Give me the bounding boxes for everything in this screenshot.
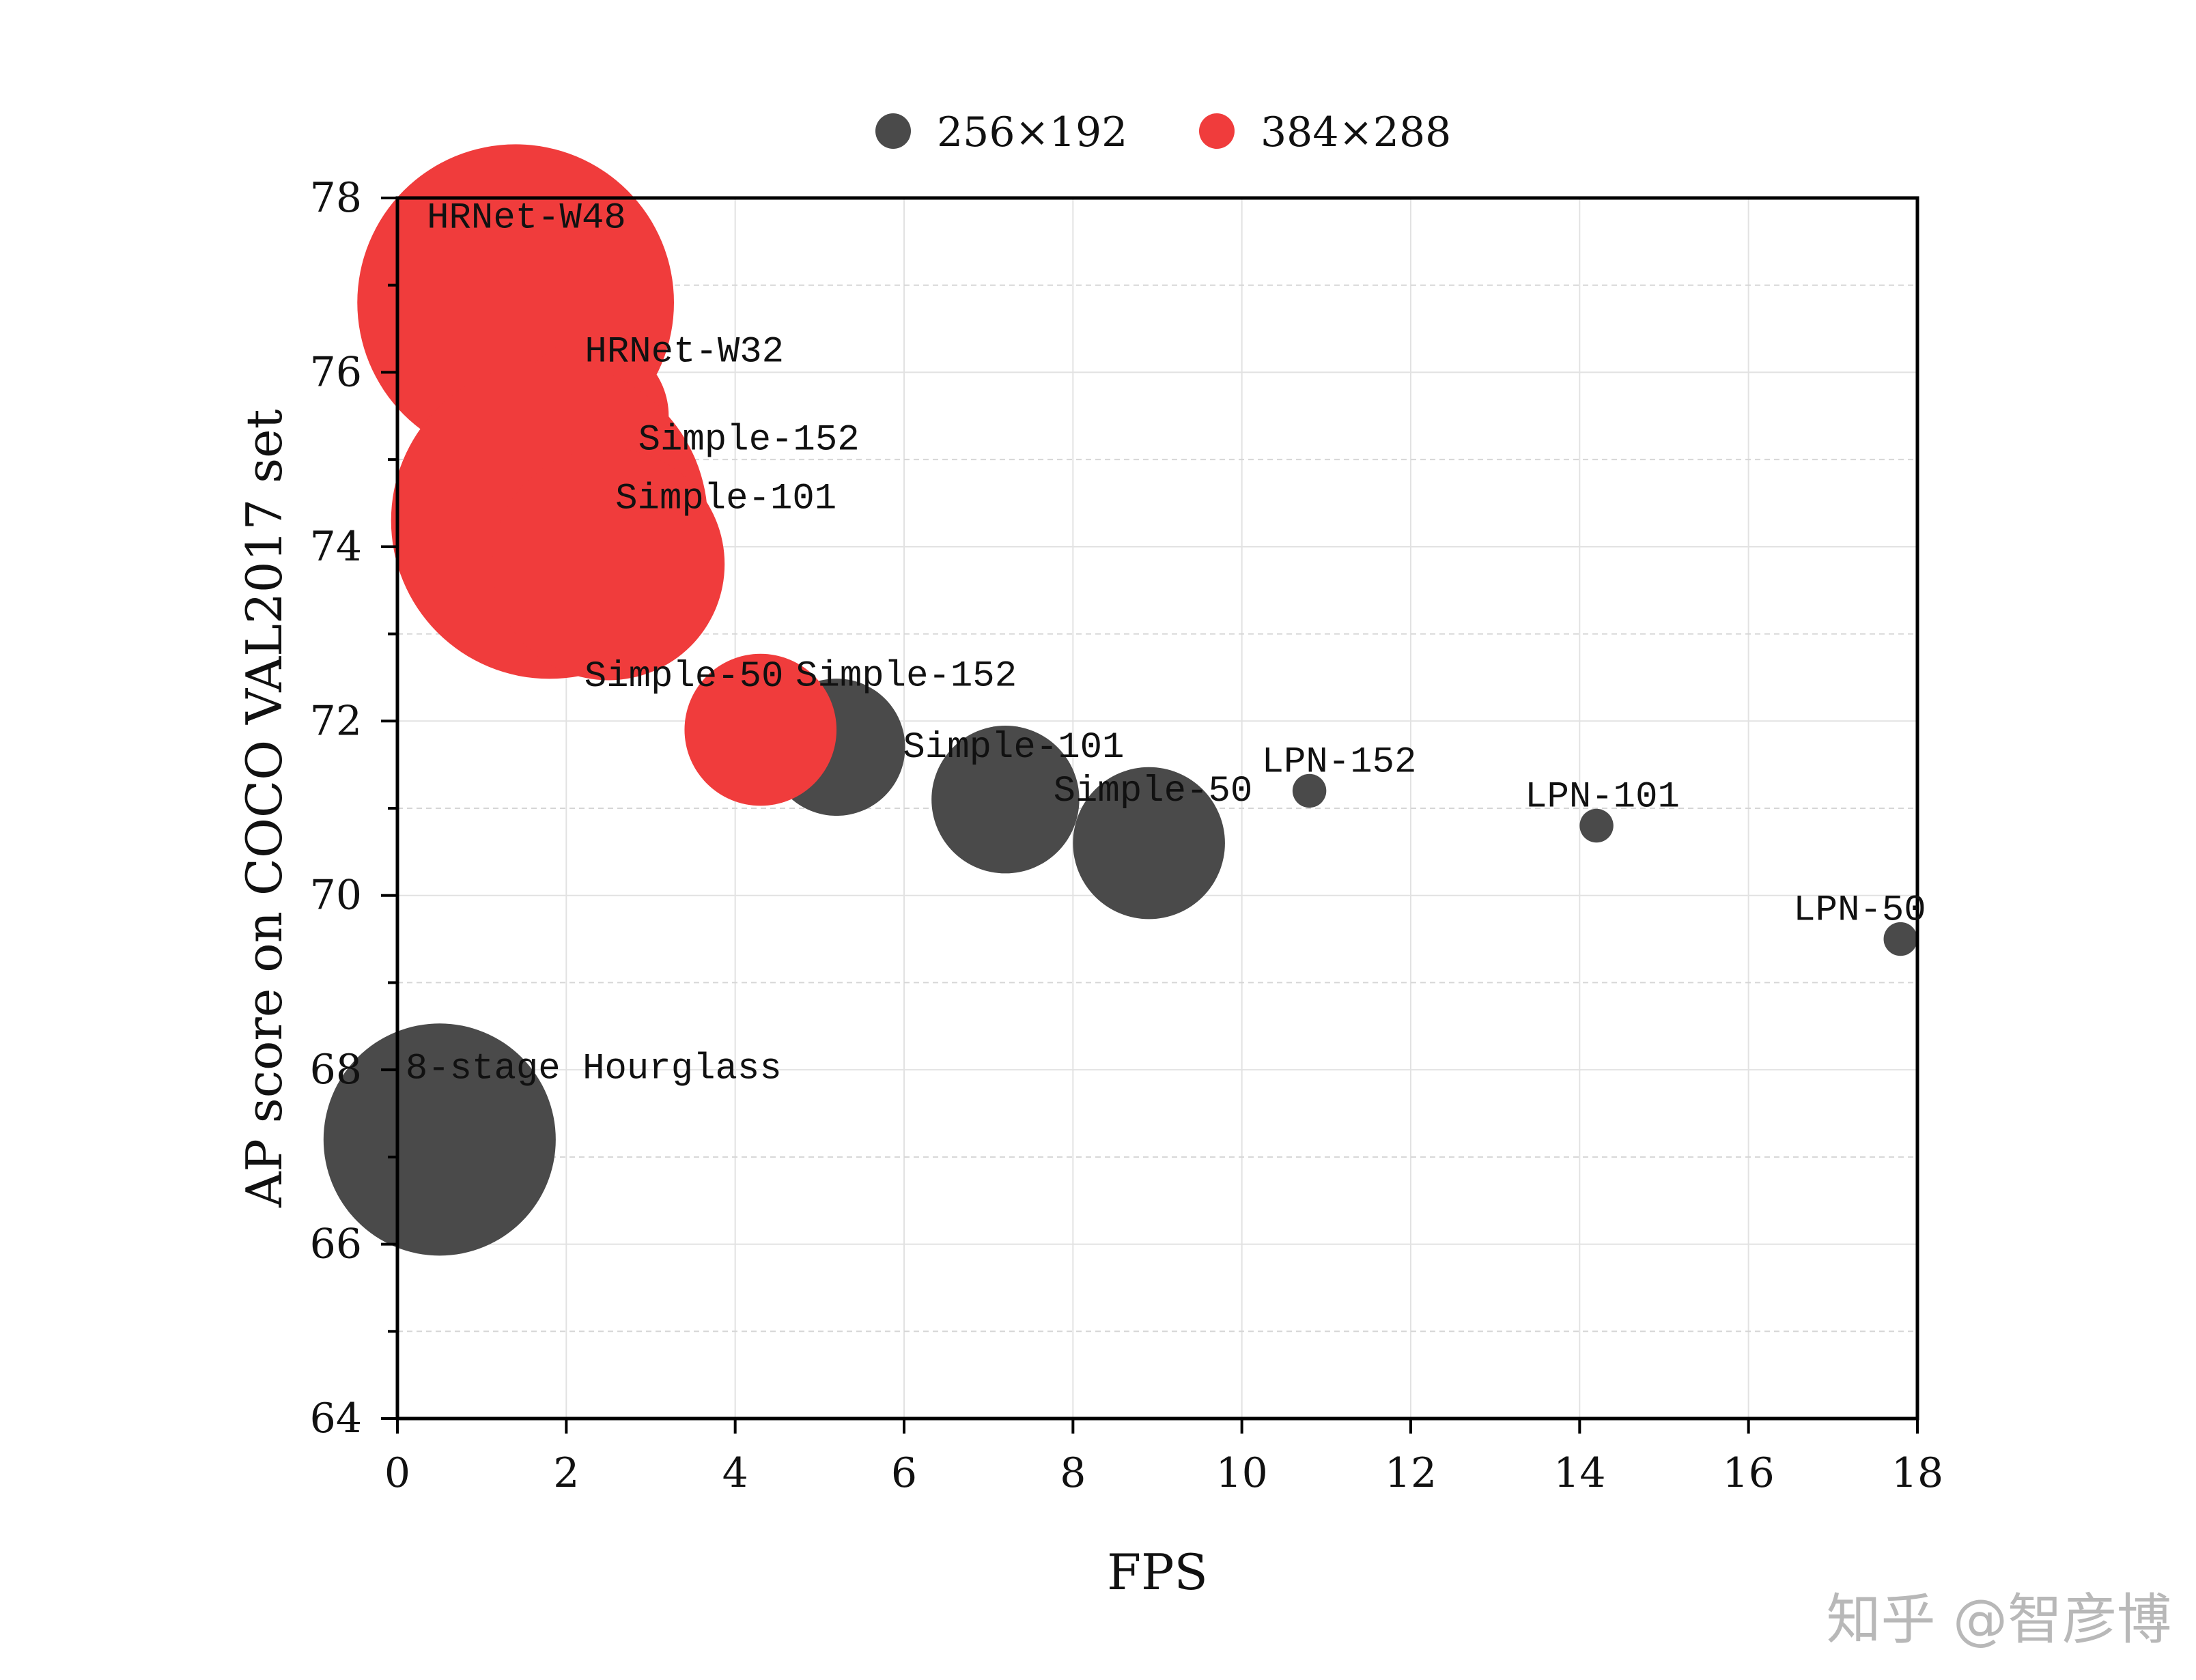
point-label: HRNet-W32 bbox=[585, 331, 784, 373]
x-tick-label: 4 bbox=[722, 1449, 748, 1497]
x-axis-title: FPS bbox=[1107, 1543, 1208, 1601]
point-label: Simple-101 bbox=[903, 727, 1124, 769]
bubble-simple-101 bbox=[492, 448, 725, 681]
point-label: Simple-101 bbox=[615, 478, 836, 519]
point-label: LPN-152 bbox=[1262, 741, 1417, 783]
x-tick-label: 18 bbox=[1891, 1449, 1943, 1497]
point-label: LPN-101 bbox=[1525, 777, 1680, 818]
x-tick-label: 12 bbox=[1385, 1449, 1437, 1497]
bubble-lpn-101 bbox=[1579, 808, 1614, 843]
bubble-simple-50 bbox=[1073, 767, 1225, 920]
x-tick-label: 14 bbox=[1553, 1449, 1605, 1497]
x-tick-label: 6 bbox=[891, 1449, 917, 1497]
y-tick-label: 66 bbox=[310, 1221, 362, 1268]
point-label: 8-stage Hourglass bbox=[406, 1048, 782, 1090]
x-tick-label: 2 bbox=[553, 1449, 579, 1497]
legend: 256×192 384×288 bbox=[875, 109, 1451, 156]
bubble-simple-50 bbox=[684, 653, 837, 806]
point-label: Simple-152 bbox=[796, 656, 1017, 698]
y-tick-label: 76 bbox=[310, 348, 362, 396]
bubble-lpn-152 bbox=[1292, 773, 1327, 808]
legend-marker bbox=[875, 113, 911, 149]
y-tick-label: 78 bbox=[310, 174, 362, 222]
point-label: LPN-50 bbox=[1793, 890, 1926, 932]
y-tick-label: 70 bbox=[310, 872, 362, 920]
y-tick-label: 74 bbox=[310, 523, 362, 571]
x-tick-label: 8 bbox=[1060, 1449, 1086, 1497]
point-label: Simple-50 bbox=[1054, 771, 1253, 812]
legend-marker bbox=[1199, 113, 1235, 149]
point-labels: 8-stage HourglassSimple-152Simple-101Sim… bbox=[406, 197, 1926, 1090]
y-tick-label: 72 bbox=[310, 697, 362, 745]
legend-label: 256×192 bbox=[937, 109, 1127, 156]
point-label: HRNet-W48 bbox=[427, 197, 626, 239]
watermark-text: 知乎 @智彦博 bbox=[1827, 1588, 2171, 1651]
y-tick-label: 68 bbox=[310, 1046, 362, 1094]
bubbles bbox=[323, 144, 1917, 1256]
point-label: Simple-50 bbox=[585, 656, 784, 698]
y-tick-label: 64 bbox=[310, 1395, 362, 1442]
bubble-simple-101 bbox=[931, 726, 1080, 874]
point-label: Simple-152 bbox=[638, 420, 860, 461]
x-tick-label: 0 bbox=[384, 1449, 410, 1497]
bubble-8-stage-hourglass bbox=[323, 1023, 556, 1256]
y-axis-title: AP score on COCO VAL2017 set bbox=[236, 409, 293, 1208]
bubble-lpn-50 bbox=[1883, 922, 1917, 956]
legend-label: 384×288 bbox=[1261, 109, 1451, 156]
x-tick-label: 10 bbox=[1215, 1449, 1267, 1497]
x-tick-label: 16 bbox=[1722, 1449, 1774, 1497]
